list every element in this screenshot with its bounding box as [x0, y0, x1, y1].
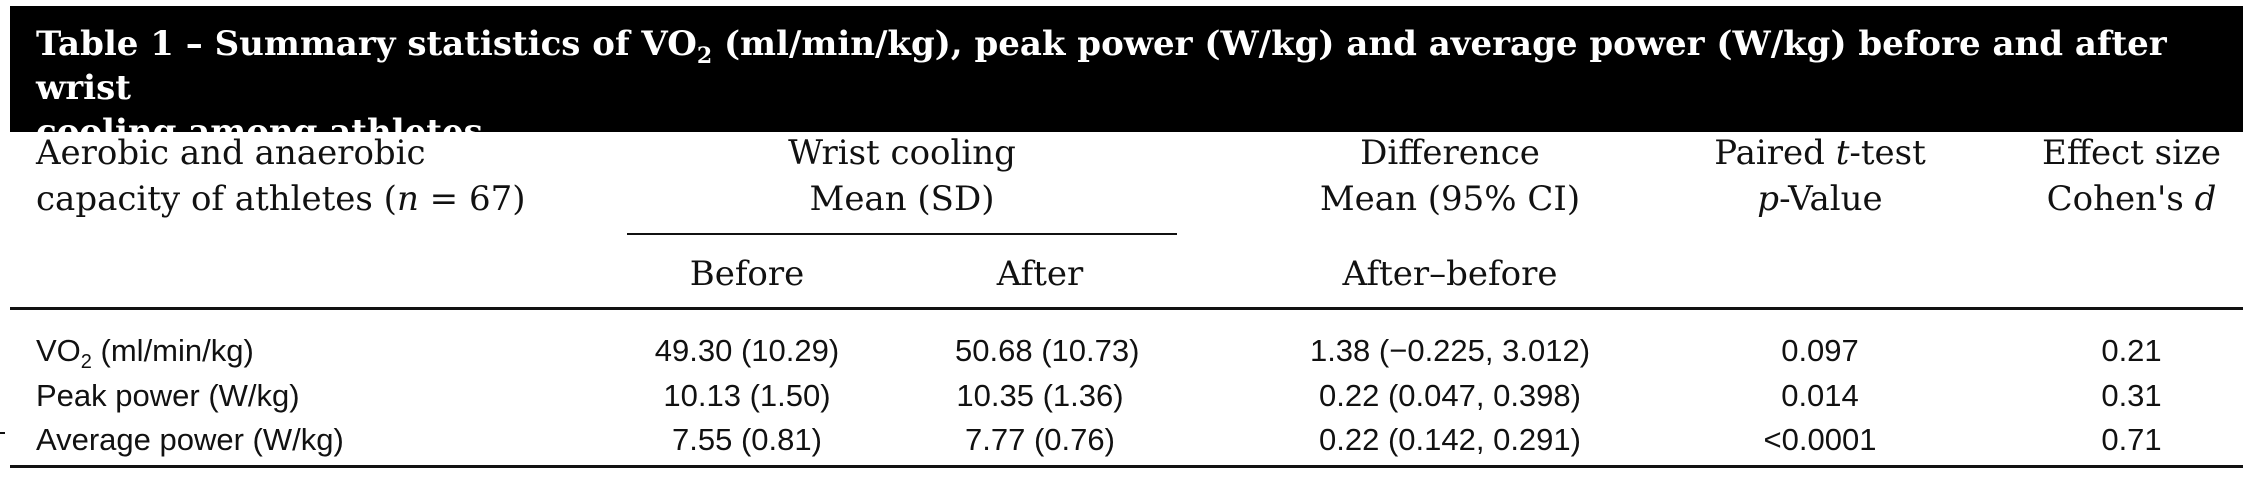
header-p-value: p-Value [1690, 176, 1950, 222]
cell-before: 7.55 (0.81) [672, 422, 822, 457]
caption-subscript: 2 [696, 42, 713, 69]
row-label: Average power (W/kg) [36, 418, 344, 462]
caption-line-1: Table 1 – Summary statistics of VO2 (ml/… [36, 22, 2223, 110]
header-after: After [996, 254, 1084, 294]
caption-prefix: Table 1 – Summary statistics of VO [36, 24, 697, 64]
cell-before: 49.30 (10.29) [654, 333, 840, 368]
header-after-before: After–before [1342, 254, 1558, 294]
header-cohens-d: Cohen's d [2020, 176, 2243, 222]
cell-effect: 0.31 [2101, 378, 2162, 413]
table-caption: Table 1 – Summary statistics of VO2 (ml/… [10, 6, 2243, 152]
table-bottom-rule [10, 465, 2243, 468]
row-label-text: Peak power (W/kg) [36, 378, 300, 413]
header-capacity-line1: Aerobic and anaerobic [36, 133, 426, 173]
header-difference: Difference [1360, 133, 1540, 173]
header-bottom-rule [10, 307, 2243, 310]
cell-difference: 1.38 (−0.225, 3.012) [1309, 333, 1591, 368]
row-label-text: Average power (W/kg) [36, 422, 344, 457]
cell-before: 10.13 (1.50) [663, 378, 831, 413]
header-capacity-line2: capacity of athletes (n = 67) [36, 176, 525, 222]
header-difference-ci: Mean (95% CI) [1319, 179, 1581, 219]
header-wrist-mean-sd: Mean (SD) [809, 179, 995, 219]
header-cohens-text: Cohen's [2046, 179, 2195, 219]
header-test-text: -test [1849, 133, 1926, 173]
statistics-table: Aerobic and anaerobic capacity of athlet… [10, 132, 2243, 469]
cell-after: 10.35 (1.36) [956, 378, 1124, 413]
header-capacity-text: capacity of athletes ( [36, 179, 397, 219]
page-edge-mark [0, 432, 5, 434]
cell-difference: 0.22 (0.142, 0.291) [1319, 422, 1581, 457]
row-label-subscript: 2 [80, 351, 92, 374]
header-capacity-n: n [396, 179, 419, 219]
header-before: Before [689, 254, 805, 294]
cell-p-value: <0.0001 [1763, 422, 1877, 457]
header-value-text: -Value [1779, 179, 1883, 219]
header-d-symbol: d [2194, 179, 2217, 219]
header-effect-size: Effect size [2042, 133, 2221, 173]
row-label-units: (ml/min/kg) [91, 333, 254, 368]
header-paired-ttest: Paired t-test [1690, 130, 1950, 176]
caption-rest: (ml/min/kg), peak power (W/kg) and avera… [36, 24, 2167, 108]
header-capacity-count: = 67) [418, 179, 526, 219]
wrist-cooling-rule [627, 233, 1177, 235]
row-label: VO2 (ml/min/kg) [36, 329, 254, 373]
cell-after: 7.77 (0.76) [965, 422, 1115, 457]
header-p-symbol: p [1757, 179, 1780, 219]
cell-effect: 0.71 [2101, 422, 2162, 457]
cell-after: 50.68 (10.73) [955, 333, 1140, 368]
cell-p-value: 0.014 [1781, 378, 1859, 413]
cell-effect: 0.21 [2101, 333, 2162, 368]
header-paired-text: Paired [1714, 133, 1836, 173]
row-label: Peak power (W/kg) [36, 374, 300, 418]
cell-difference: 0.22 (0.047, 0.398) [1319, 378, 1581, 413]
caption-line-2: cooling among athletes. [36, 112, 495, 152]
row-label-text: VO [36, 333, 81, 368]
cell-p-value: 0.097 [1781, 333, 1859, 368]
header-t-symbol: t [1835, 133, 1850, 173]
header-wrist-cooling: Wrist cooling [788, 133, 1016, 173]
